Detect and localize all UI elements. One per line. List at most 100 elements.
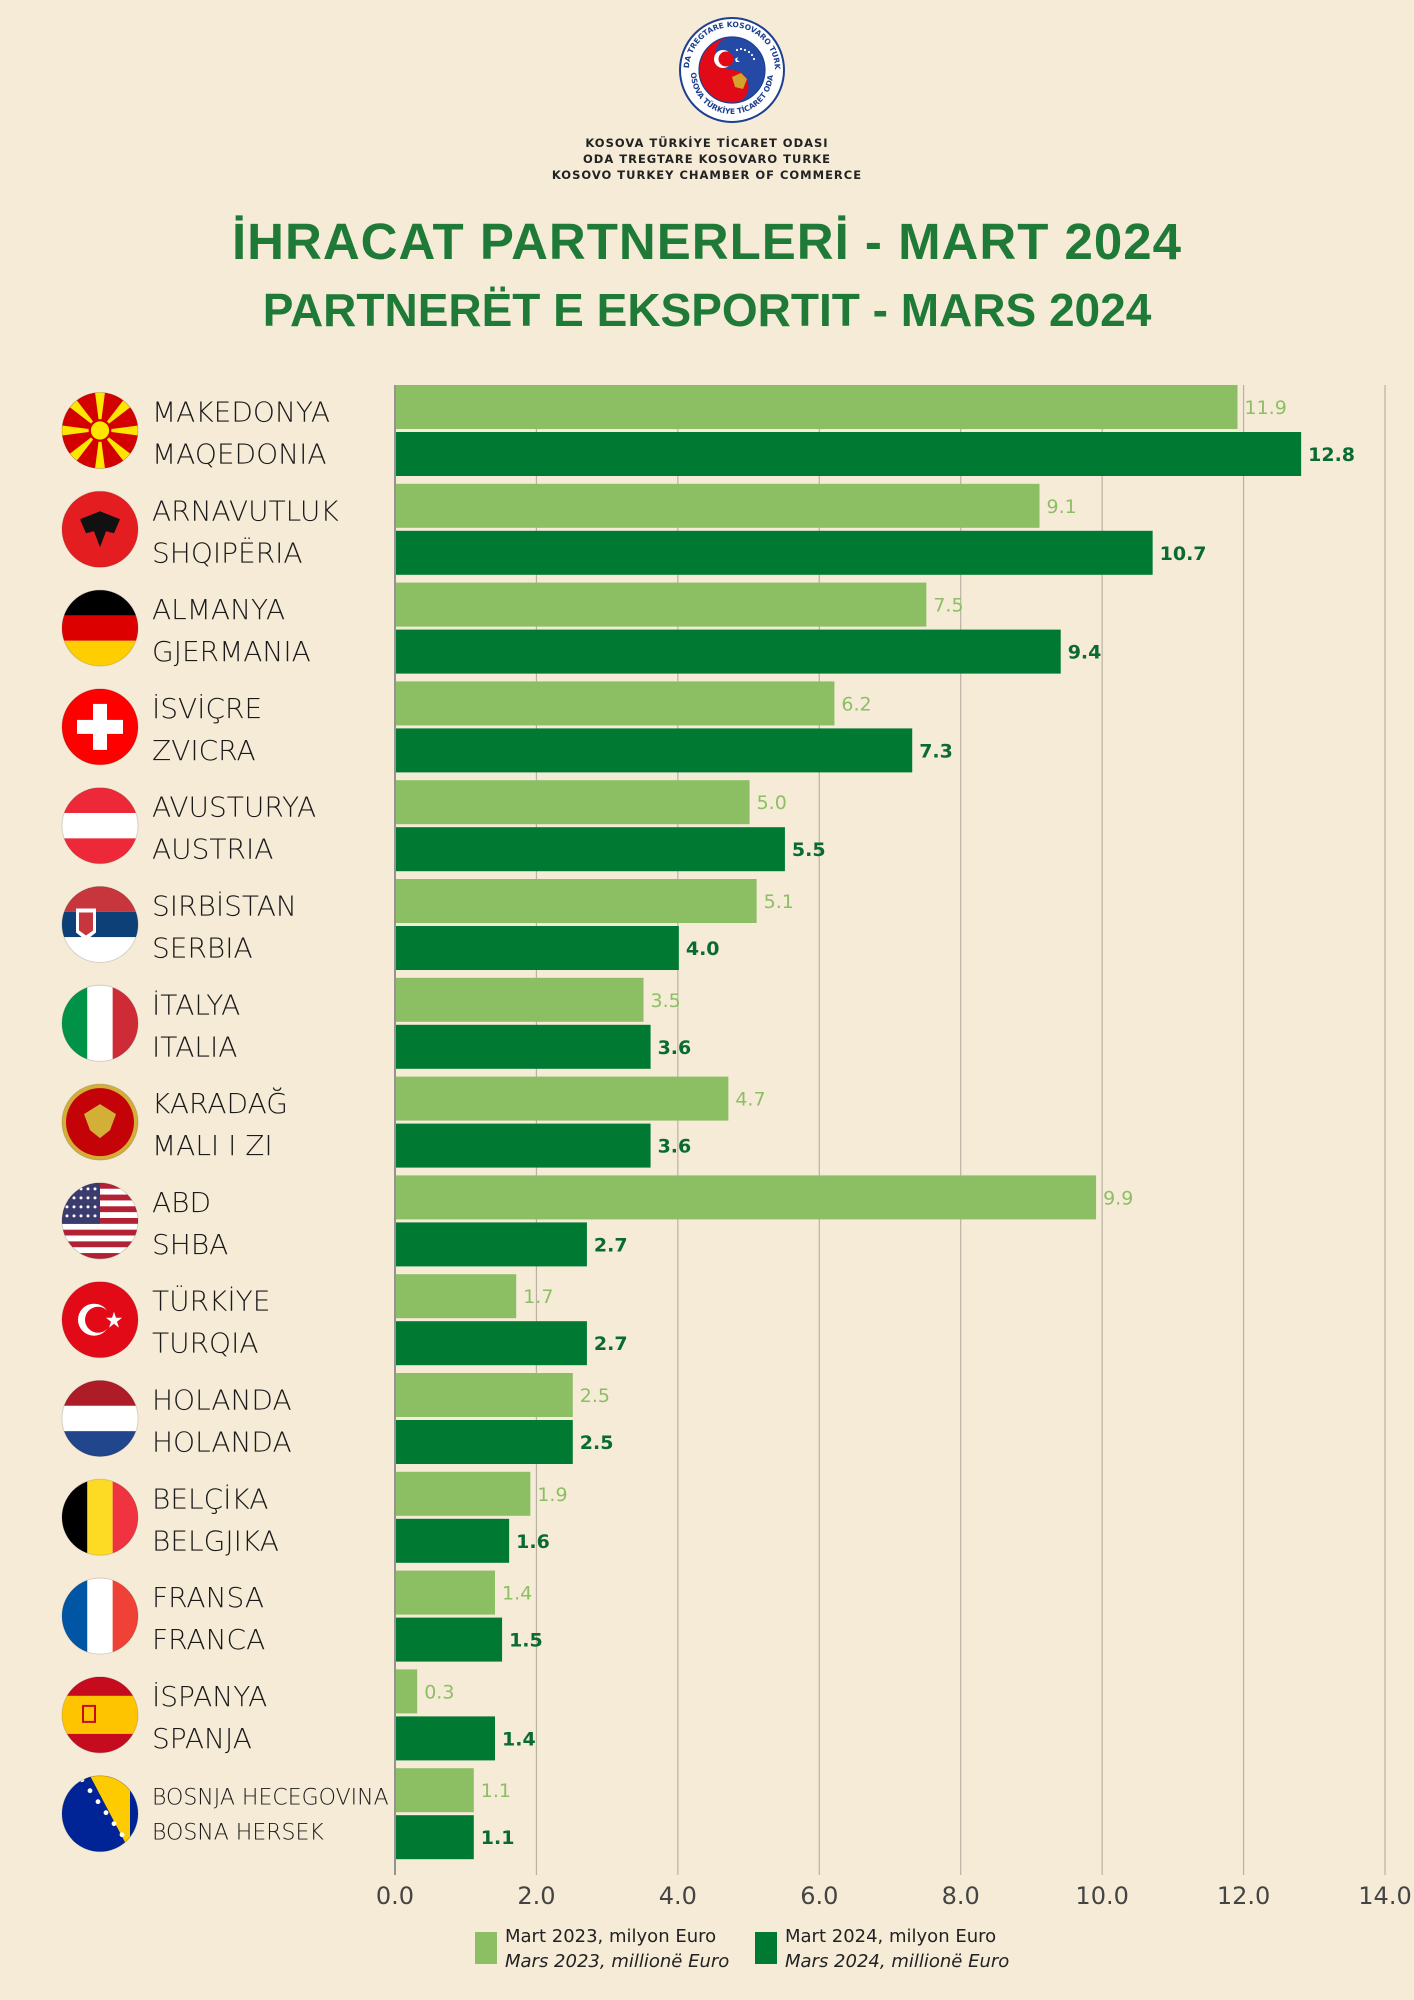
value-label-2023: 1.9 xyxy=(537,1484,567,1506)
country-name-tr: FRANSA xyxy=(152,1581,264,1614)
country-name-sq: GJERMANIA xyxy=(152,635,311,668)
x-tick-label: 4.0 xyxy=(659,1882,697,1910)
chart-title: İHRACAT PARTNERLERİ - MART 2024 xyxy=(232,213,1182,270)
value-label-2024: 7.3 xyxy=(919,740,953,762)
country-name-sq: MAQEDONIA xyxy=(152,438,327,471)
country-name-tr: ARNAVUTLUK xyxy=(152,494,339,527)
country-name-sq: FRANCA xyxy=(152,1623,265,1656)
bar-2023 xyxy=(396,1373,573,1417)
value-label-2024: 1.5 xyxy=(509,1630,543,1652)
bar-2024 xyxy=(396,432,1302,476)
country-name-tr: ALMANYA xyxy=(152,593,285,626)
bar-2024 xyxy=(396,1716,495,1761)
chart-subtitle: PARTNERËT E EKSPORTIT - MARS 2024 xyxy=(262,284,1152,336)
legend-label-2023: Mart 2023, milyon Euro xyxy=(505,1926,716,1947)
bar-2023 xyxy=(396,385,1238,429)
bar-2023 xyxy=(396,483,1040,528)
usa-flag-icon xyxy=(61,1182,139,1260)
bar-2023 xyxy=(396,1768,474,1813)
bar-2023 xyxy=(396,879,757,923)
bar-2023 xyxy=(396,977,644,1022)
country-name-sq: ITALIA xyxy=(152,1030,237,1063)
country-name-tr: KARADAĞ xyxy=(152,1086,288,1120)
bosnia-flag-icon xyxy=(61,1775,139,1853)
org-name-en: KOSOVO TURKEY CHAMBER OF COMMERCE xyxy=(551,168,863,182)
value-label-2023: 0.3 xyxy=(424,1681,454,1703)
value-label-2023: 6.2 xyxy=(841,693,871,715)
value-label-2024: 4.0 xyxy=(686,938,720,960)
bar-2023 xyxy=(396,1570,495,1615)
north-macedonia-flag-icon xyxy=(61,392,139,469)
country-name-sq: TURQIA xyxy=(152,1327,259,1360)
country-name-sq: SHBA xyxy=(152,1228,228,1261)
country-name-tr: İSPANYA xyxy=(152,1680,267,1713)
country-name-sq: BOSNA HERSEK xyxy=(152,1821,324,1846)
value-label-2023: 1.7 xyxy=(523,1286,553,1308)
bar-2024 xyxy=(396,1123,651,1168)
switzerland-flag-icon xyxy=(61,688,139,766)
country-name-tr: HOLANDA xyxy=(152,1384,292,1417)
org-name-sq: ODA TREGTARE KOSOVARO TURKE xyxy=(583,152,831,166)
value-label-2023: 2.5 xyxy=(580,1385,610,1407)
legend-swatch-2024 xyxy=(755,1932,777,1964)
value-label-2023: 1.4 xyxy=(502,1583,532,1605)
country-name-sq: SPANJA xyxy=(152,1722,252,1755)
value-label-2024: 2.7 xyxy=(594,1234,628,1256)
x-tick-label: 12.0 xyxy=(1217,1882,1270,1910)
bar-2024 xyxy=(396,1420,573,1464)
country-name-tr: İTALYA xyxy=(152,988,240,1021)
value-label-2024: 1.4 xyxy=(502,1728,536,1750)
value-label-2023: 9.1 xyxy=(1047,496,1077,518)
value-label-2023: 11.9 xyxy=(1245,397,1287,419)
country-name-tr: SIRBİSTAN xyxy=(152,890,297,923)
value-label-2024: 3.6 xyxy=(658,1037,692,1059)
value-label-2024: 9.4 xyxy=(1068,642,1102,664)
country-name-sq: BELGJIKA xyxy=(152,1524,279,1557)
country-name-sq: SERBIA xyxy=(152,932,253,965)
bar-2023 xyxy=(396,681,835,726)
value-label-2023: 7.5 xyxy=(933,595,963,617)
legend-label-2024: Mart 2024, milyon Euro xyxy=(785,1926,996,1947)
x-tick-label: 10.0 xyxy=(1075,1882,1128,1910)
org-name-tr: KOSOVA TÜRKİYE TİCARET ODASI xyxy=(585,136,829,150)
austria-flag-icon xyxy=(61,787,139,865)
value-label-2024: 10.7 xyxy=(1160,543,1207,565)
legend-label-2023-alt: Mars 2023, millionë Euro xyxy=(505,1951,729,1972)
legend: Mart 2023, milyon Euro Mars 2023, million… xyxy=(475,1926,1009,1972)
chamber-logo: ODA TREGTARE KOSOVARO TURKE KOSOVA TÜRKİ… xyxy=(677,15,785,123)
germany-flag-icon xyxy=(61,589,139,667)
bar-2024 xyxy=(396,629,1061,674)
country-name-sq: ZVICRA xyxy=(152,734,256,767)
value-label-2024: 12.8 xyxy=(1308,444,1355,466)
x-tick-label: 2.0 xyxy=(517,1882,555,1910)
x-tick-label: 0.0 xyxy=(376,1882,414,1910)
value-label-2024: 1.6 xyxy=(516,1531,550,1553)
country-name-tr: İSVİÇRE xyxy=(152,692,262,725)
country-name-tr: BELÇİKA xyxy=(152,1482,268,1515)
bar-2023 xyxy=(396,1669,418,1714)
value-label-2023: 3.5 xyxy=(651,990,681,1012)
turkey-flag-icon xyxy=(61,1281,139,1359)
value-label-2024: 2.7 xyxy=(594,1333,628,1355)
value-label-2023: 9.9 xyxy=(1103,1187,1133,1209)
country-name-tr: BOSNJA HECEGOVINA xyxy=(152,1786,389,1811)
value-label-2023: 5.0 xyxy=(757,792,787,814)
value-label-2024: 3.6 xyxy=(658,1136,692,1158)
country-name-sq: HOLANDA xyxy=(152,1426,292,1459)
bar-2024 xyxy=(396,1617,503,1662)
country-name-sq: SHQIPËRIA xyxy=(152,536,303,569)
value-label-2024: 5.5 xyxy=(792,839,826,861)
bar-2023 xyxy=(396,1471,531,1516)
x-tick-label: 6.0 xyxy=(800,1882,838,1910)
country-name-tr: MAKEDONYA xyxy=(152,396,330,429)
bar-2024 xyxy=(396,1321,587,1366)
bar-2024 xyxy=(396,827,785,872)
bar-2023 xyxy=(396,582,927,627)
bar-2024 xyxy=(396,1815,474,1860)
bar-2023 xyxy=(396,780,750,825)
serbia-flag-icon xyxy=(61,886,139,963)
belgium-flag-icon xyxy=(61,1478,139,1556)
value-label-2023: 5.1 xyxy=(764,891,794,913)
albania-flag-icon xyxy=(61,490,139,568)
